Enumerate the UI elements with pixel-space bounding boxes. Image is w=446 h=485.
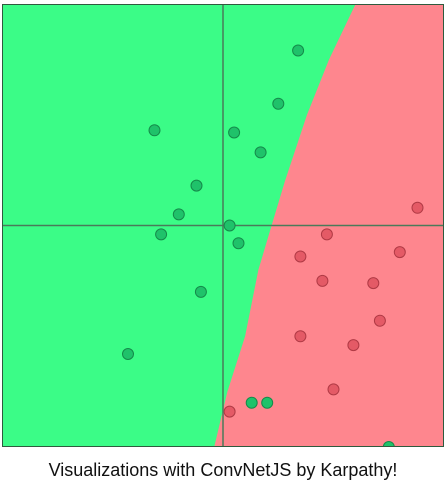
class-a-point	[172, 208, 185, 221]
points-layer	[122, 44, 424, 447]
scatter-plot-svg	[2, 4, 444, 447]
class-a-point	[254, 146, 267, 159]
class-b-point	[316, 274, 329, 287]
class-b-point	[294, 250, 307, 263]
class-b-point	[347, 339, 360, 352]
class-a-point	[148, 124, 161, 137]
class-a-point	[155, 228, 168, 241]
class-a-point	[261, 396, 274, 409]
plot-border	[2, 4, 444, 447]
class-b-point	[320, 228, 333, 241]
class-a-point	[292, 44, 305, 57]
class-a-point	[190, 179, 203, 192]
class-a-point	[232, 237, 245, 250]
axes-layer	[2, 4, 444, 447]
class-b-point	[367, 277, 380, 290]
class-a-point	[245, 396, 258, 409]
class-b-point	[223, 405, 236, 418]
caption-text: Visualizations with ConvNetJS by Karpath…	[48, 460, 398, 480]
decision-boundary-plot	[2, 4, 444, 447]
class-a-point	[228, 126, 241, 139]
class-b-point	[393, 246, 406, 259]
class-a-point	[194, 285, 207, 298]
class-b-point	[373, 314, 386, 327]
class-a-point	[122, 348, 134, 360]
class-b-point	[327, 383, 340, 396]
class-a-point	[382, 441, 395, 447]
class-b-point	[411, 201, 424, 214]
class-a-point	[223, 219, 236, 232]
class-a-point	[272, 97, 285, 110]
class-b-point	[294, 330, 307, 343]
